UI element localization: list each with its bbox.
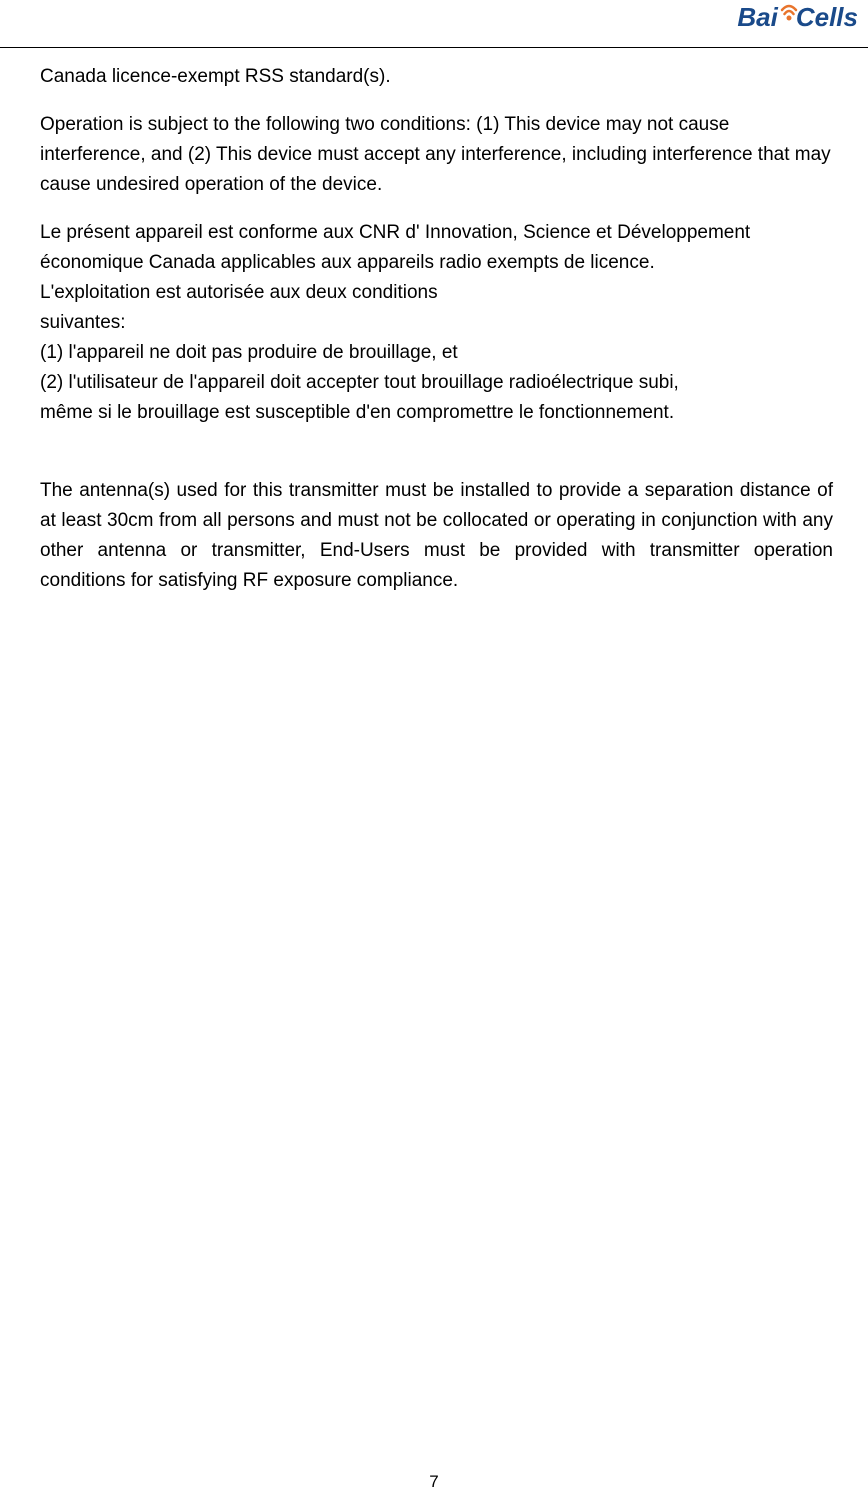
signal-icon bbox=[780, 0, 798, 31]
page-number: 7 bbox=[0, 1472, 868, 1492]
brand-logo: Bai Cells bbox=[737, 2, 858, 33]
text-line bbox=[40, 428, 833, 458]
logo-suffix: Cells bbox=[796, 2, 858, 33]
document-body: Canada licence-exempt RSS standard(s). O… bbox=[0, 48, 868, 596]
text-line: suivantes: bbox=[40, 308, 833, 338]
text-line: Le présent appareil est conforme aux CNR… bbox=[40, 218, 833, 248]
text-line: même si le brouillage est susceptible d'… bbox=[40, 398, 833, 428]
paragraph-2: Operation is subject to the following tw… bbox=[40, 110, 833, 200]
text-line: économique Canada applicables aux appare… bbox=[40, 248, 833, 278]
paragraph-1: Canada licence-exempt RSS standard(s). bbox=[40, 62, 833, 92]
text-line: (2) l'utilisateur de l'appareil doit acc… bbox=[40, 368, 833, 398]
paragraph-3: Le présent appareil est conforme aux CNR… bbox=[40, 218, 833, 458]
logo-prefix: Bai bbox=[737, 2, 777, 33]
page-header: Bai Cells bbox=[0, 0, 868, 48]
paragraph-4: The antenna(s) used for this transmitter… bbox=[40, 476, 833, 596]
text-line: L'exploitation est autorisée aux deux co… bbox=[40, 278, 833, 308]
text-line: (1) l'appareil ne doit pas produire de b… bbox=[40, 338, 833, 368]
